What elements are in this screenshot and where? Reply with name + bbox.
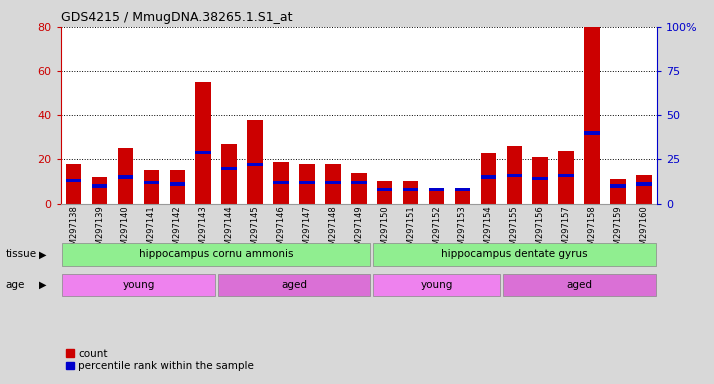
Bar xyxy=(636,175,652,204)
Bar xyxy=(373,274,500,296)
Bar xyxy=(169,170,185,204)
Text: ▶: ▶ xyxy=(39,280,46,290)
Bar xyxy=(455,190,471,204)
Bar xyxy=(351,173,366,204)
Text: aged: aged xyxy=(566,280,592,290)
Bar xyxy=(584,27,600,204)
Bar xyxy=(66,179,81,182)
Bar xyxy=(118,175,134,179)
Bar xyxy=(92,177,107,204)
Bar xyxy=(377,182,393,204)
Bar xyxy=(610,179,625,204)
Bar xyxy=(403,182,418,204)
Bar xyxy=(429,190,444,204)
Bar xyxy=(584,131,600,134)
Bar xyxy=(481,153,496,204)
Text: GDS4215 / MmugDNA.38265.1.S1_at: GDS4215 / MmugDNA.38265.1.S1_at xyxy=(61,11,292,24)
Bar xyxy=(62,274,215,296)
Text: young: young xyxy=(122,280,155,290)
Bar xyxy=(403,188,418,191)
Bar xyxy=(144,180,159,184)
Text: young: young xyxy=(421,280,453,290)
Text: hippocampus dentate gyrus: hippocampus dentate gyrus xyxy=(441,249,588,260)
Bar xyxy=(62,243,371,266)
Bar xyxy=(503,274,655,296)
Bar xyxy=(506,174,522,177)
Bar xyxy=(247,120,263,204)
Bar xyxy=(247,163,263,166)
Text: aged: aged xyxy=(281,280,307,290)
Legend: count, percentile rank within the sample: count, percentile rank within the sample xyxy=(66,349,254,371)
Bar xyxy=(196,82,211,204)
Bar xyxy=(299,164,315,204)
Bar xyxy=(506,146,522,204)
Bar xyxy=(221,144,237,204)
Bar xyxy=(169,182,185,186)
Bar xyxy=(558,151,574,204)
Bar xyxy=(273,162,288,204)
Bar xyxy=(377,188,393,191)
Bar xyxy=(373,243,655,266)
Bar xyxy=(533,157,548,204)
Bar xyxy=(429,188,444,191)
Bar xyxy=(558,174,574,177)
Bar xyxy=(92,184,107,187)
Bar xyxy=(218,274,371,296)
Text: ▶: ▶ xyxy=(39,249,46,260)
Bar xyxy=(118,148,134,204)
Bar xyxy=(325,164,341,204)
Bar xyxy=(221,167,237,170)
Bar xyxy=(636,182,652,186)
Bar xyxy=(273,180,288,184)
Bar xyxy=(196,151,211,154)
Text: hippocampus cornu ammonis: hippocampus cornu ammonis xyxy=(139,249,293,260)
Bar xyxy=(325,180,341,184)
Bar xyxy=(351,180,366,184)
Text: tissue: tissue xyxy=(6,249,37,260)
Bar xyxy=(144,170,159,204)
Bar xyxy=(533,177,548,180)
Text: age: age xyxy=(6,280,25,290)
Bar xyxy=(299,180,315,184)
Bar xyxy=(66,164,81,204)
Bar xyxy=(610,184,625,187)
Bar xyxy=(481,175,496,179)
Bar xyxy=(455,188,471,191)
